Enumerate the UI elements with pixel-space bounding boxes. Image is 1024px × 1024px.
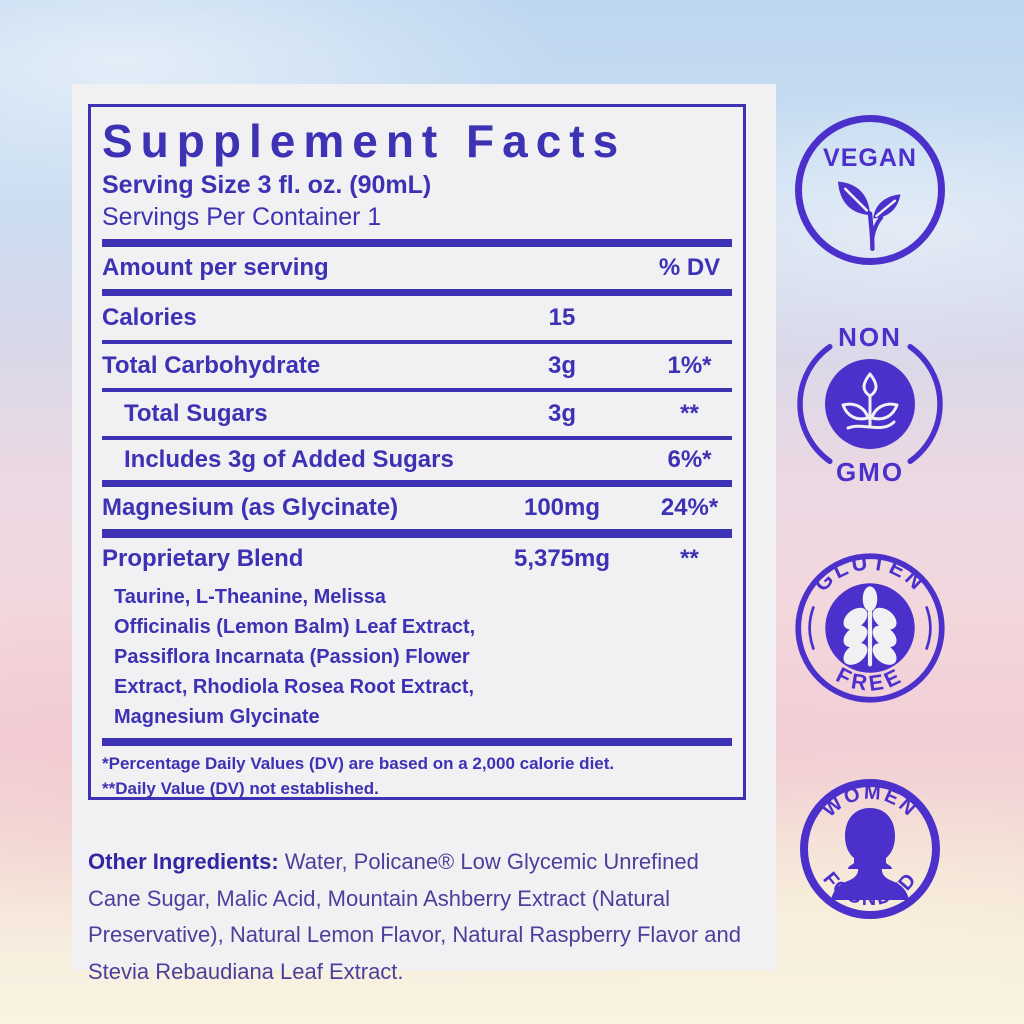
table-row-total-carbohydrate: Total Carbohydrate 3g 1%* (102, 352, 712, 379)
table-row-total-sugars: Total Sugars 3g ** (124, 400, 699, 427)
divider (102, 436, 732, 440)
other-ingredients: Other Ingredients: Water, Policane® Low … (88, 844, 748, 990)
blend-line: Taurine, L-Theanine, Melissa (114, 586, 386, 608)
divider (102, 529, 732, 538)
serving-size: Serving Size 3 fl. oz. (90mL) (102, 171, 432, 199)
table-row-added-sugars: Includes 3g of Added Sugars 6%* (124, 446, 712, 473)
non-gmo-badge: NON GMO (792, 322, 948, 487)
vegan-badge: VEGAN (795, 115, 945, 265)
blend-line: Extract, Rhodiola Rosea Root Extract, (114, 676, 475, 698)
non-gmo-badge-bottom-label: GMO (835, 457, 905, 487)
amount-header: Amount per serving (102, 254, 329, 281)
panel-title: Supplement Facts (102, 115, 627, 167)
other-ingredients-label: Other Ingredients: (88, 849, 279, 874)
table-header-row: Amount per serving % DV (102, 247, 732, 289)
women-founded-badge-graphic: WOMEN FOUNDED (800, 779, 940, 919)
divider (102, 738, 732, 746)
blend-line: Passiflora Incarnata (Passion) Flower (114, 646, 470, 668)
footnote-dv: *Percentage Daily Values (DV) are based … (102, 754, 615, 773)
blend-line: Magnesium Glycinate (114, 706, 320, 728)
divider (102, 289, 732, 296)
dv-header: % DV (658, 254, 721, 281)
plant-bud-icon (797, 343, 943, 465)
divider (102, 340, 732, 344)
divider (102, 239, 732, 247)
gluten-free-badge: GLUTEN FREE (792, 550, 948, 706)
divider (102, 388, 732, 392)
footnotes: *Percentage Daily Values (DV) are based … (102, 751, 732, 801)
table-row-magnesium: Magnesium (as Glycinate) 100mg 24%* (102, 494, 719, 521)
women-founded-badge: WOMEN FOUNDED (795, 774, 945, 924)
non-gmo-badge-top-label: NON (838, 322, 902, 352)
other-ingredients-text: Water, Policane® Low Glycemic Unrefined … (88, 849, 741, 984)
table-row-calories: Calories 15 (102, 304, 576, 331)
vegan-badge-label: VEGAN (823, 144, 917, 172)
servings-per-container: Servings Per Container 1 (102, 203, 382, 231)
footnote-not-established: **Daily Value (DV) not established. (102, 779, 379, 798)
supplement-label-card: Supplement Facts Serving Size 3 fl. oz. … (72, 84, 776, 984)
gluten-free-badge-graphic: GLUTEN FREE (795, 550, 945, 703)
woman-silhouette-icon (831, 808, 909, 900)
supplement-facts-panel: Supplement Facts Serving Size 3 fl. oz. … (88, 104, 746, 800)
divider (102, 480, 732, 487)
sprout-icon (838, 181, 901, 251)
blend-line: Officinalis (Lemon Balm) Leaf Extract, (114, 616, 476, 638)
wheat-icon (843, 586, 897, 667)
table-row-proprietary-blend: Proprietary Blend 5,375mg ** (102, 545, 699, 572)
proprietary-blend-ingredients: Taurine, L-Theanine, Melissa Officinalis… (102, 582, 732, 732)
